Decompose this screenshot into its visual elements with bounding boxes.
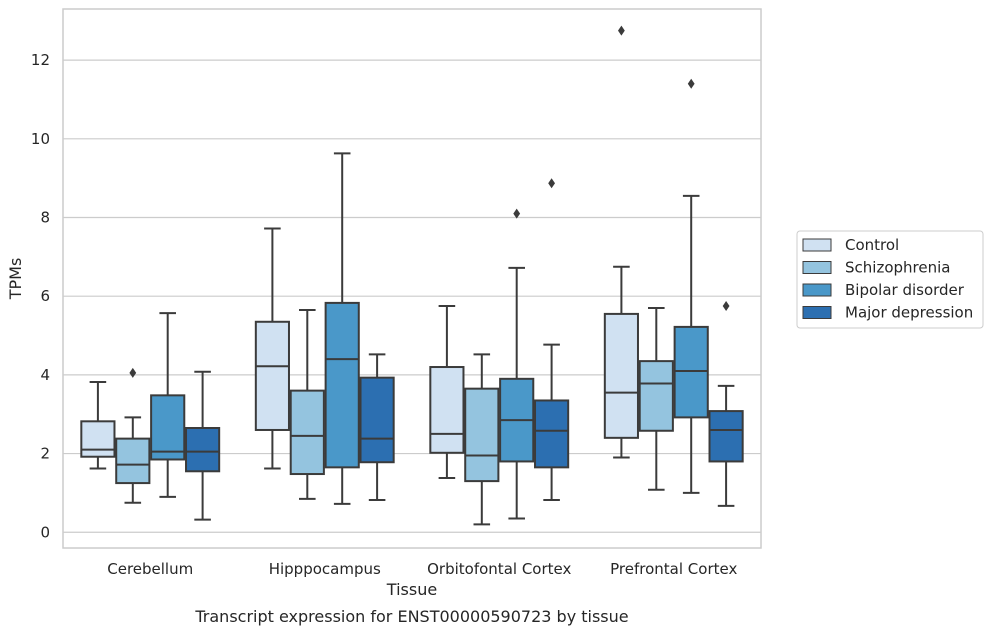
- box-groups: [80, 25, 744, 526]
- box: [185, 427, 221, 473]
- legend-swatch: [802, 238, 832, 252]
- legend-label: Major depression: [845, 304, 973, 322]
- legend-item: Bipolar disorder: [802, 281, 965, 299]
- x-tick-label: Orbitofontal Cortex: [427, 560, 571, 578]
- legend: Control Schizophrenia Bipolar disorder Majo…: [796, 230, 984, 329]
- box: [80, 420, 116, 458]
- box-group: [254, 152, 395, 505]
- box: [150, 394, 186, 461]
- y-tick-label: 2: [40, 445, 50, 463]
- x-tick-labels: Cerebellum Hipppocampus Orbitofontal Corte…: [107, 560, 737, 578]
- chart-caption: Transcript expression for ENST0000059072…: [194, 607, 628, 626]
- box-group: [603, 25, 744, 507]
- box: [115, 437, 151, 485]
- box: [324, 301, 360, 469]
- legend-label: Control: [845, 236, 899, 254]
- legend-item: Control: [802, 236, 899, 254]
- y-tick-label: 4: [40, 366, 50, 384]
- legend-label: Schizophrenia: [845, 259, 950, 277]
- x-tick-label: Cerebellum: [107, 560, 193, 578]
- outlier-point: [129, 367, 137, 378]
- legend-label: Bipolar disorder: [845, 281, 965, 299]
- y-tick-label: 10: [31, 130, 50, 148]
- legend-item: Schizophrenia: [802, 259, 950, 277]
- outlier-point: [687, 78, 695, 89]
- box-group: [429, 178, 570, 526]
- legend-swatch: [802, 283, 832, 297]
- legend-items: Control Schizophrenia Bipolar disorder Majo…: [802, 236, 973, 322]
- box: [603, 312, 639, 439]
- box: [638, 360, 674, 432]
- outlier-point: [513, 208, 521, 219]
- y-tick-label: 12: [31, 51, 50, 69]
- box-group: [80, 312, 221, 521]
- y-tick-labels: 0 2 4 6 8 10 12: [31, 51, 50, 541]
- x-axis-label: Tissue: [386, 580, 437, 599]
- legend-swatch: [802, 306, 832, 319]
- y-tick-label: 6: [40, 287, 50, 305]
- outlier-point: [722, 301, 730, 312]
- box: [708, 410, 744, 463]
- plot-frame: [62, 8, 762, 549]
- box: [429, 366, 465, 454]
- legend-item: Major depression: [802, 304, 973, 322]
- box: [289, 389, 325, 476]
- legend-swatch: [802, 261, 832, 274]
- outlier-point: [548, 178, 555, 189]
- box: [359, 376, 395, 464]
- y-tick-label: 0: [40, 523, 50, 541]
- x-tick-label: Prefrontal Cortex: [610, 560, 737, 578]
- outlier-point: [618, 25, 625, 36]
- box: [673, 325, 709, 419]
- x-tick-label: Hipppocampus: [269, 560, 381, 578]
- y-axis-label: TPMs: [6, 258, 25, 301]
- box: [254, 320, 290, 431]
- legend-frame: [796, 230, 984, 329]
- y-tick-label: 8: [40, 209, 50, 227]
- box: [534, 399, 570, 469]
- box: [464, 387, 500, 483]
